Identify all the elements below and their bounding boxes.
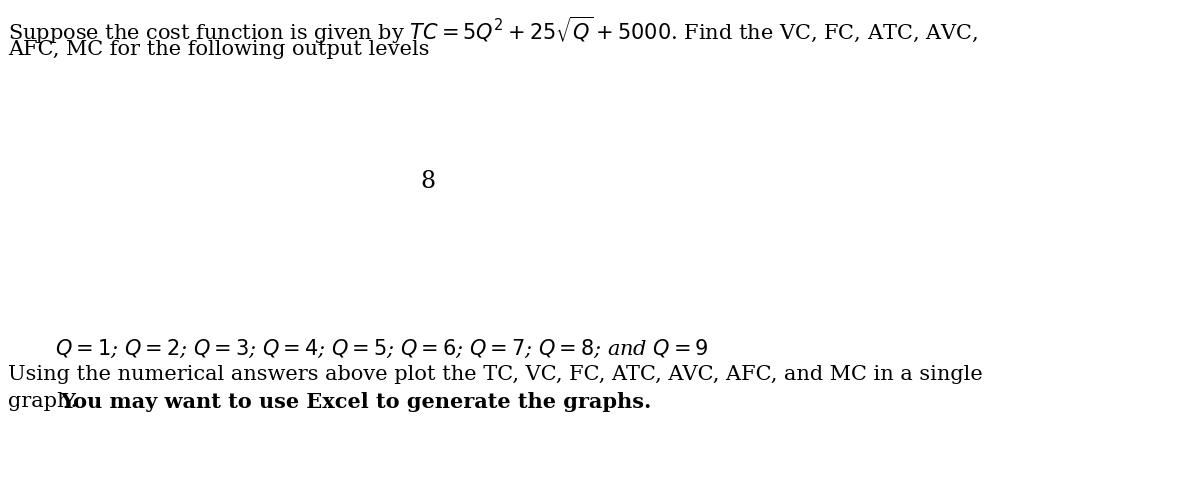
Text: $Q = 1$; $Q = 2$; $Q = 3$; $Q = 4$; $Q = 5$; $Q = 6$; $Q = 7$; $Q = 8$; and $Q =: $Q = 1$; $Q = 2$; $Q = 3$; $Q = 4$; $Q =… xyxy=(55,338,709,360)
Text: Suppose the cost function is given by $TC = 5Q^2 + 25\sqrt{Q} + 5000$. Find the : Suppose the cost function is given by $T… xyxy=(8,15,978,46)
Text: AFC, MC for the following output levels: AFC, MC for the following output levels xyxy=(8,40,430,59)
Text: 8: 8 xyxy=(420,170,436,193)
Text: graph.: graph. xyxy=(8,392,90,411)
Text: You may want to use Excel to generate the graphs.: You may want to use Excel to generate th… xyxy=(60,392,652,412)
Text: Using the numerical answers above plot the TC, VC, FC, ATC, AVC, AFC, and MC in : Using the numerical answers above plot t… xyxy=(8,365,983,384)
